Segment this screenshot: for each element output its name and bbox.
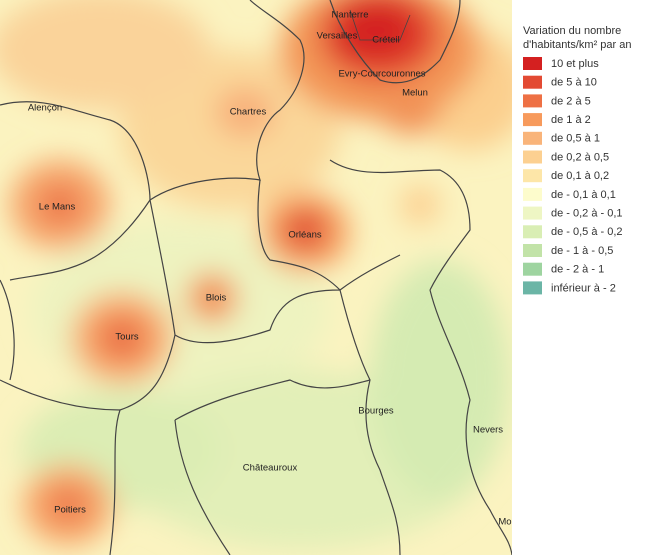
city-labels: Nanterre Versailles Créteil Evry-Courcou…	[28, 10, 512, 528]
legend-swatch	[523, 225, 542, 239]
legend: Variation du nombre d'habitants/km² par a…	[523, 25, 632, 295]
map: Nanterre Versailles Créteil Evry-Courcou…	[0, 0, 512, 555]
city-label: Melun	[402, 88, 428, 99]
legend-label: de 0,2 à 0,5	[551, 151, 609, 163]
legend-swatch	[523, 113, 542, 127]
legend-swatch	[523, 131, 542, 145]
legend-label: de 0,1 à 0,2	[551, 170, 609, 182]
city-label: Blois	[206, 293, 227, 304]
legend-label: de 1 à 2	[551, 114, 591, 126]
legend-swatch	[523, 169, 542, 183]
city-label: Alençon	[28, 103, 62, 114]
legend-label: de - 1 à - 0,5	[551, 245, 613, 257]
legend-swatch	[523, 57, 542, 70]
city-label: Tours	[115, 332, 138, 343]
legend-swatch	[523, 262, 542, 276]
city-label: Châteauroux	[243, 463, 298, 474]
legend-swatch	[523, 244, 542, 257]
legend-label: de - 2 à - 1	[551, 264, 604, 276]
legend-swatch	[523, 150, 542, 164]
legend-label: de - 0,2 à - 0,1	[551, 208, 623, 220]
legend-title: d'habitants/km² par an	[523, 39, 632, 51]
city-label: Créteil	[372, 35, 399, 46]
city-label: Evry-Courcouronnes	[338, 69, 425, 80]
city-label: Poitiers	[54, 505, 86, 516]
department-borders	[0, 0, 512, 555]
legend-label: de - 0,5 à - 0,2	[551, 226, 623, 238]
legend-label: de 0,5 à 1	[551, 133, 600, 145]
legend-label: de 5 à 10	[551, 77, 597, 89]
legend-title: Variation du nombre	[523, 25, 621, 37]
legend-swatch	[523, 94, 542, 108]
city-label: Versailles	[317, 31, 358, 42]
legend-label: de 2 à 5	[551, 95, 591, 107]
legend-swatch	[523, 281, 542, 295]
city-label: Le Mans	[39, 202, 76, 213]
legend-swatch	[523, 187, 542, 201]
city-label: Nanterre	[332, 10, 369, 21]
legend-label: de - 0,1 à 0,1	[551, 189, 616, 201]
legend-swatch	[523, 206, 542, 220]
city-label: Nevers	[473, 425, 503, 436]
city-label: Mo	[498, 517, 511, 528]
legend-label: inférieur à - 2	[551, 282, 616, 294]
city-label: Bourges	[358, 406, 394, 417]
city-label: Orléans	[288, 230, 322, 241]
density-field	[0, 0, 512, 550]
legend-swatch	[523, 75, 542, 89]
city-label: Chartres	[230, 107, 267, 118]
legend-label: 10 et plus	[551, 58, 599, 70]
